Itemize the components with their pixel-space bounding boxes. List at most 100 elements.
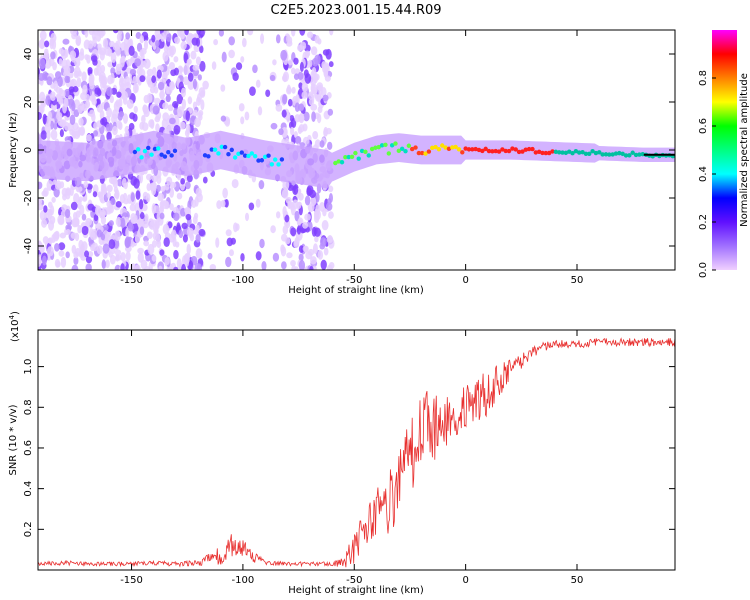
noise-blob bbox=[183, 64, 190, 75]
noise-blob bbox=[140, 259, 148, 270]
noise-blob bbox=[143, 40, 149, 51]
noise-blob bbox=[191, 37, 199, 46]
noise-blob bbox=[135, 190, 141, 200]
noise-blob bbox=[286, 112, 291, 123]
trace-blob bbox=[540, 150, 545, 156]
noise-blob bbox=[76, 186, 83, 193]
noise-blob bbox=[280, 246, 287, 257]
noise-blob bbox=[211, 61, 217, 70]
noise-blob bbox=[180, 177, 186, 185]
noise-blob bbox=[162, 102, 169, 110]
noise-blob bbox=[161, 71, 168, 83]
trace-blob bbox=[453, 144, 458, 150]
noise-blob bbox=[151, 34, 156, 43]
noise-blob bbox=[73, 192, 80, 204]
x-tick-label: 50 bbox=[571, 575, 584, 586]
noise-blob bbox=[108, 239, 116, 250]
trace-blob bbox=[393, 141, 398, 146]
noise-blob bbox=[304, 213, 311, 221]
noise-blob bbox=[106, 86, 113, 97]
noise-blob bbox=[97, 191, 104, 198]
noise-blob bbox=[155, 40, 160, 47]
noise-blob bbox=[258, 179, 265, 190]
noise-blob bbox=[80, 48, 85, 56]
noise-blob bbox=[126, 58, 132, 67]
y-tick-label: 1.0 bbox=[23, 359, 34, 375]
noise-blob bbox=[284, 214, 290, 223]
noise-blob bbox=[44, 123, 51, 133]
noise-blob bbox=[185, 33, 193, 45]
noise-blob bbox=[69, 114, 76, 126]
noise-blob bbox=[209, 264, 217, 270]
trace-blob bbox=[262, 154, 268, 159]
noise-blob bbox=[231, 178, 239, 189]
trace-blob bbox=[590, 149, 595, 154]
noise-blob bbox=[127, 222, 134, 232]
noise-blob bbox=[255, 79, 261, 88]
noise-blob bbox=[154, 226, 159, 236]
noise-blob bbox=[310, 46, 318, 56]
noise-blob bbox=[298, 113, 305, 124]
noise-blob bbox=[282, 71, 289, 82]
noise-blob bbox=[50, 91, 56, 98]
spectrogram-x-label: Height of straight line (km) bbox=[288, 285, 424, 296]
trace-blob bbox=[356, 156, 361, 161]
y-tick-label: -40 bbox=[23, 238, 34, 254]
trace-blob bbox=[219, 144, 224, 150]
trace-blob bbox=[136, 147, 141, 152]
trace-blob bbox=[633, 152, 639, 158]
snr-frame bbox=[37, 329, 676, 571]
noise-blob bbox=[141, 114, 146, 124]
trace-blob bbox=[443, 145, 448, 150]
noise-blob bbox=[299, 41, 307, 51]
noise-blob bbox=[144, 213, 149, 223]
trace-blob bbox=[383, 142, 388, 148]
trace-blob bbox=[640, 151, 645, 157]
noise-blob bbox=[260, 33, 265, 44]
noise-blob bbox=[119, 75, 124, 84]
trace-blob bbox=[607, 152, 612, 157]
noise-blob bbox=[220, 84, 226, 92]
noise-blob bbox=[259, 238, 265, 249]
noise-blob bbox=[272, 252, 280, 262]
noise-blob bbox=[88, 75, 94, 87]
trace-blob bbox=[369, 146, 375, 152]
noise-blob bbox=[314, 73, 320, 81]
trace-blob bbox=[132, 149, 138, 155]
noise-blob bbox=[195, 187, 202, 197]
trace-blob bbox=[450, 145, 455, 150]
trace-blob bbox=[627, 153, 632, 158]
noise-blob bbox=[249, 86, 256, 96]
noise-blob bbox=[102, 243, 110, 254]
noise-blob bbox=[137, 252, 144, 263]
noise-blob bbox=[66, 75, 71, 84]
trace-blob bbox=[603, 152, 609, 157]
noise-blob bbox=[325, 202, 333, 211]
snr-y-exponent-power: 4 bbox=[8, 314, 16, 319]
noise-blob bbox=[290, 259, 296, 267]
noise-blob bbox=[196, 30, 201, 35]
trace-blob bbox=[483, 146, 488, 152]
noise-blob bbox=[311, 87, 318, 95]
x-tick-label: -150 bbox=[120, 575, 143, 586]
noise-blob bbox=[41, 255, 47, 266]
noise-blob bbox=[291, 265, 297, 270]
noise-blob bbox=[46, 246, 54, 257]
trace-blob bbox=[152, 146, 158, 152]
noise-blob bbox=[46, 130, 51, 140]
trace-blob bbox=[600, 152, 605, 157]
noise-blob bbox=[169, 117, 176, 125]
noise-blob bbox=[115, 40, 122, 50]
noise-blob bbox=[180, 33, 185, 40]
noise-blob bbox=[57, 76, 63, 88]
trace-blob bbox=[463, 146, 468, 151]
noise-blob bbox=[244, 111, 250, 121]
trace-blob bbox=[480, 148, 485, 154]
y-tick-label: 40 bbox=[23, 48, 34, 61]
trace-blob bbox=[399, 146, 405, 151]
noise-blob bbox=[295, 135, 302, 145]
x-tick-label: 0 bbox=[462, 575, 468, 586]
trace-blob bbox=[613, 151, 619, 156]
noise-blob bbox=[122, 113, 129, 124]
noise-blob bbox=[138, 172, 144, 184]
